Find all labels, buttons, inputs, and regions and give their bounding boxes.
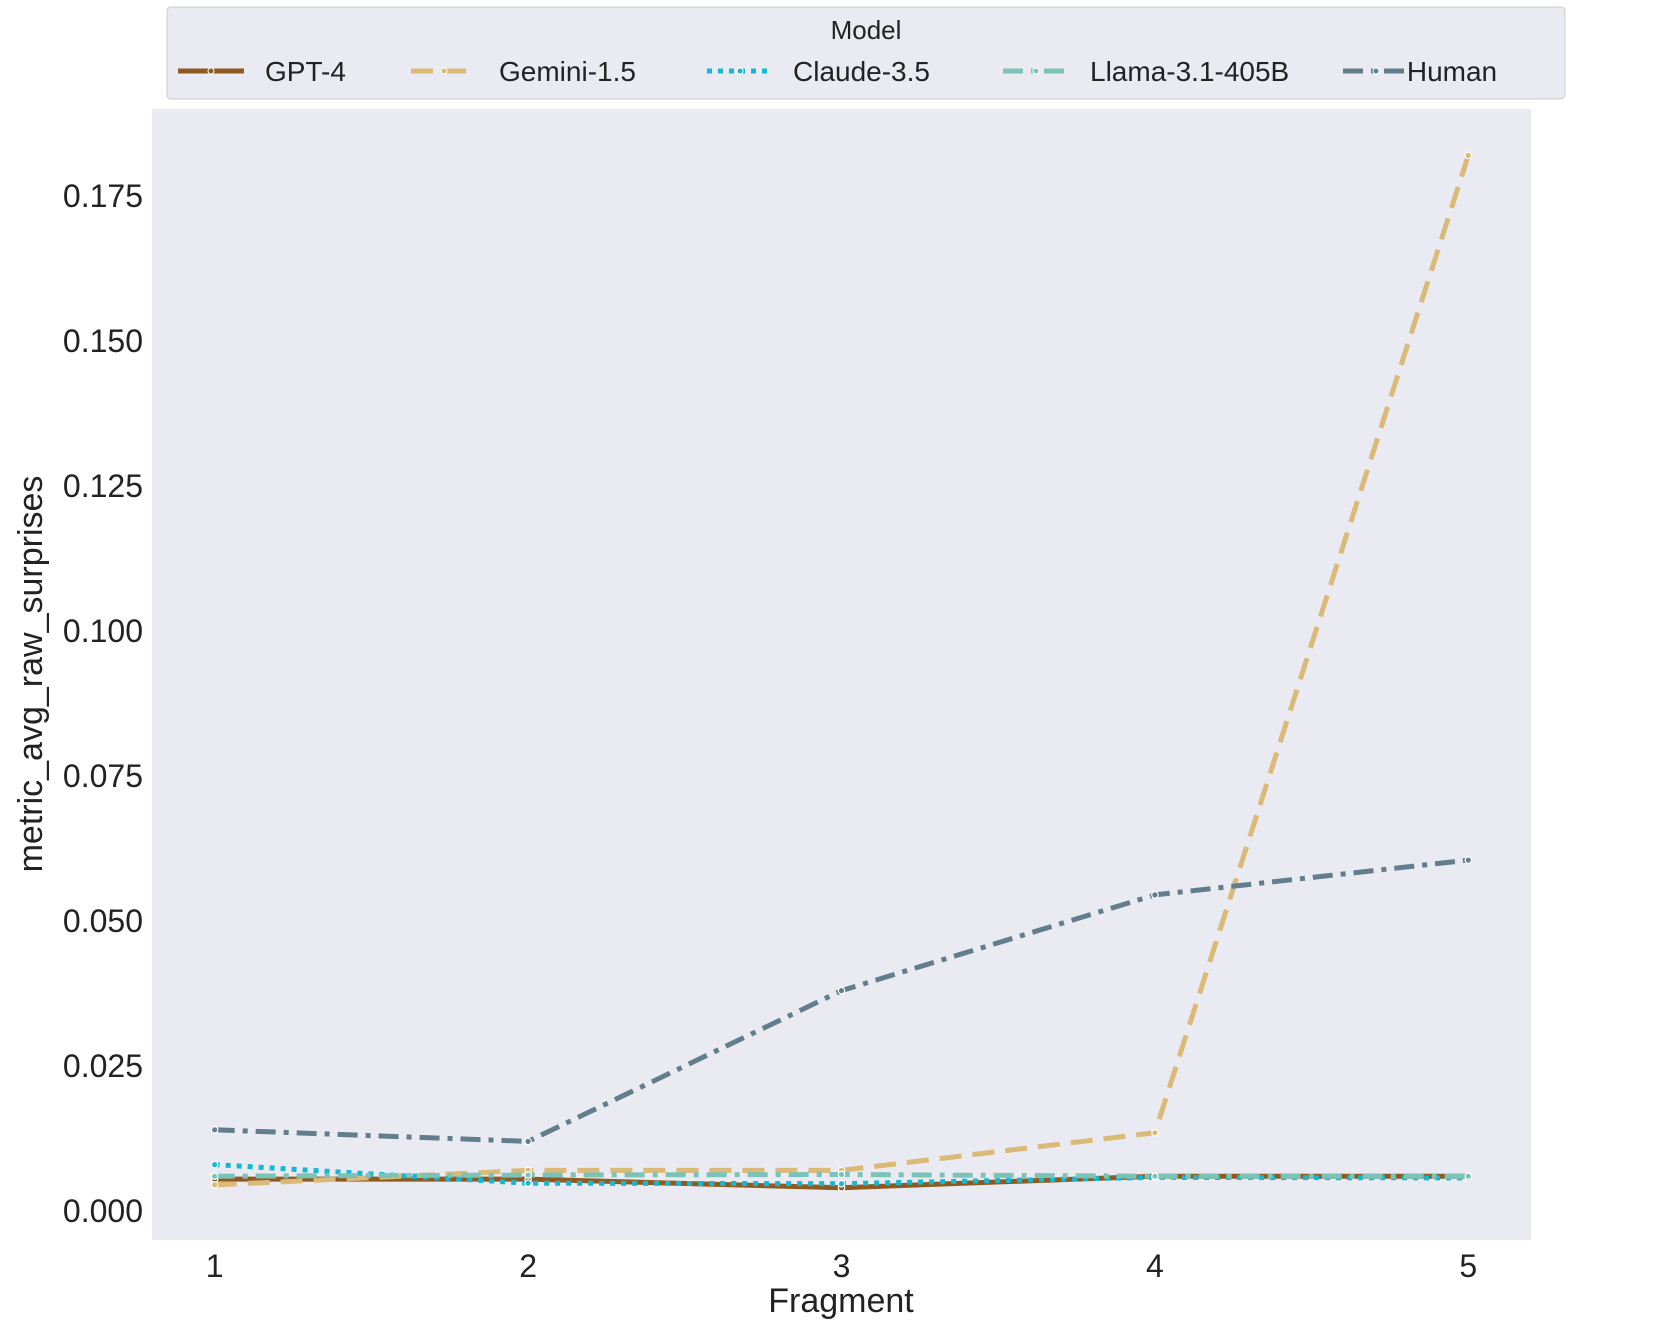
y-tick-label: 0.075	[63, 758, 143, 794]
y-tick-label: 0.125	[63, 468, 143, 504]
y-tick-label: 0.000	[63, 1193, 143, 1229]
legend-marker	[736, 67, 744, 75]
legend-label: Claude-3.5	[793, 56, 930, 87]
legend-label: Llama-3.1-405B	[1090, 56, 1289, 87]
legend-label: Gemini-1.5	[499, 56, 636, 87]
y-tick-label: 0.100	[63, 613, 143, 649]
data-point	[524, 1179, 532, 1187]
data-point	[1464, 856, 1473, 864]
data-point	[837, 1170, 846, 1179]
legend-marker	[1032, 67, 1040, 75]
data-point	[524, 1171, 532, 1179]
legend: Model GPT-4 Gemini-1.5 Claude-3.5 Llama-3.1…	[166, 6, 1566, 100]
x-tick-label: 5	[1459, 1248, 1477, 1284]
x-tick-label: 3	[833, 1248, 851, 1284]
x-tick-label: 1	[206, 1248, 224, 1284]
x-tick-label: 4	[1146, 1248, 1164, 1284]
data-point	[524, 1137, 532, 1146]
legend-marker	[207, 67, 215, 75]
data-point	[210, 1172, 219, 1181]
data-point	[210, 1181, 219, 1189]
x-tick-labels: 1 2 3 4 5	[206, 1248, 1477, 1284]
data-point	[1151, 891, 1159, 899]
data-point	[837, 986, 846, 995]
y-tick-labels: 0.000 0.025 0.050 0.075 0.100 0.125 0.150 0.175	[63, 178, 143, 1229]
y-tick-label: 0.175	[63, 178, 143, 214]
series-layer	[210, 151, 1473, 1192]
y-axis-label: metric_avg_raw_surprises	[12, 476, 50, 873]
plot-area	[152, 109, 1531, 1240]
legend-box	[166, 6, 1566, 100]
data-point	[1151, 1172, 1159, 1181]
legend-marker	[1372, 67, 1380, 75]
data-point	[1464, 1172, 1473, 1181]
data-point	[210, 1126, 219, 1134]
data-point	[1151, 1128, 1159, 1137]
legend-label: Human	[1407, 56, 1497, 87]
y-tick-label: 0.025	[63, 1048, 143, 1084]
legend-marker	[440, 67, 448, 75]
x-axis-label: Fragment	[768, 1282, 914, 1320]
x-tick-label: 2	[519, 1248, 537, 1284]
data-point	[837, 1179, 846, 1188]
legend-label: GPT-4	[265, 56, 346, 87]
data-point	[1464, 151, 1473, 160]
y-tick-label: 0.050	[63, 903, 143, 939]
data-point	[210, 1160, 219, 1169]
legend-title: Model	[831, 15, 902, 45]
y-tick-label: 0.150	[63, 323, 143, 359]
